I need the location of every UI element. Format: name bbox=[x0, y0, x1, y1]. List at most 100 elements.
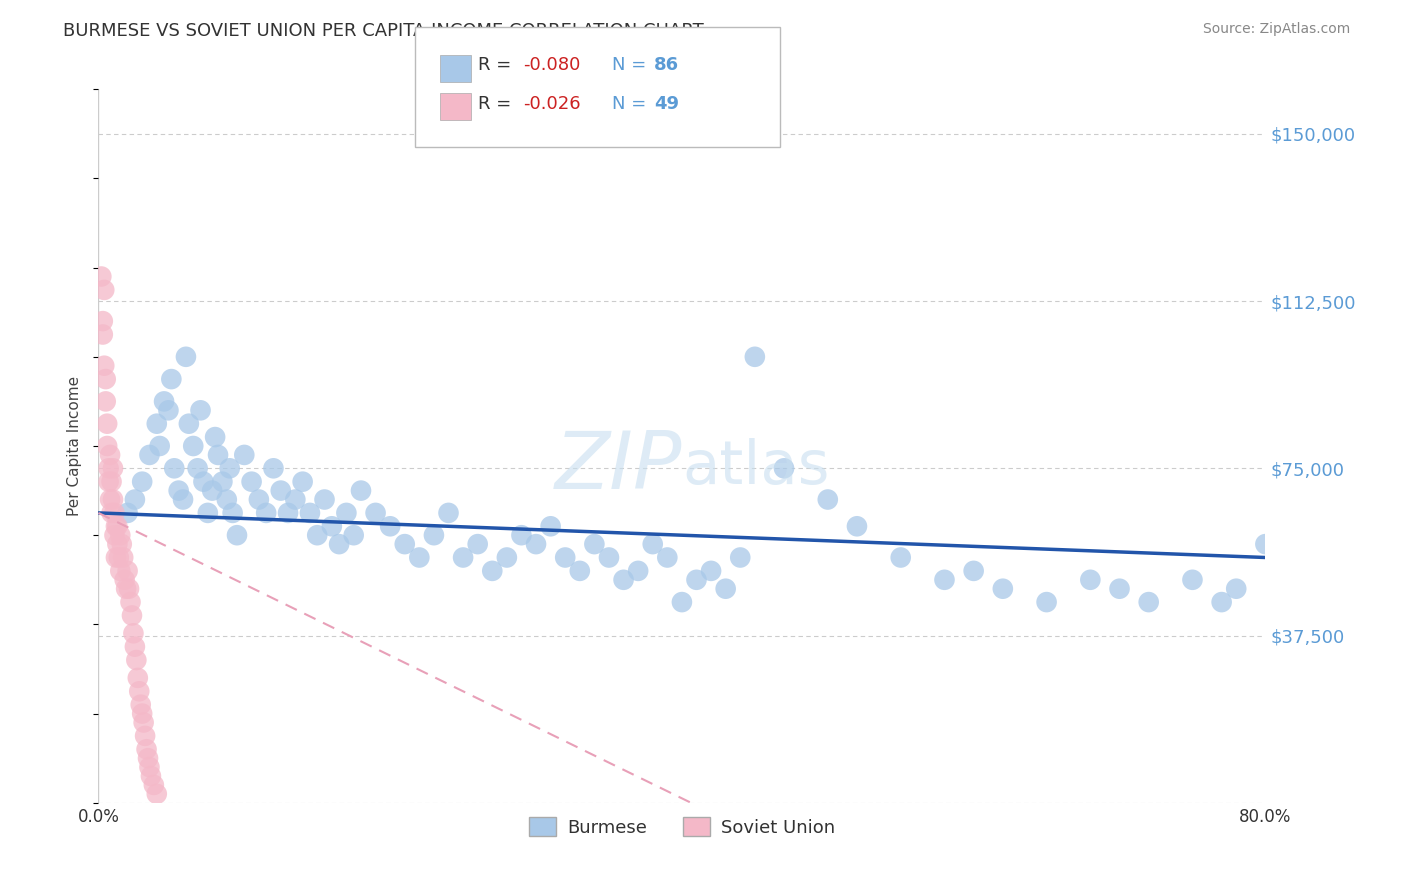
Point bbox=[149, 439, 172, 453]
Point bbox=[846, 519, 869, 533]
Point bbox=[122, 626, 145, 640]
Y-axis label: Per Capita Income: Per Capita Income bbox=[67, 376, 83, 516]
Point bbox=[335, 506, 357, 520]
Point bbox=[991, 582, 1014, 596]
Point bbox=[138, 448, 160, 462]
Point bbox=[291, 475, 314, 489]
Point bbox=[1108, 582, 1130, 596]
Text: R =: R = bbox=[478, 95, 517, 113]
Point bbox=[110, 564, 132, 578]
Point bbox=[94, 394, 117, 409]
Point bbox=[226, 528, 249, 542]
Point bbox=[221, 506, 243, 520]
Point bbox=[598, 550, 620, 565]
Point bbox=[101, 461, 124, 475]
Point bbox=[93, 283, 115, 297]
Point bbox=[104, 550, 127, 565]
Point bbox=[657, 550, 679, 565]
Text: 49: 49 bbox=[654, 95, 679, 113]
Point bbox=[364, 506, 387, 520]
Point bbox=[127, 671, 149, 685]
Point bbox=[262, 461, 284, 475]
Point bbox=[96, 417, 118, 431]
Point bbox=[1211, 595, 1233, 609]
Point bbox=[97, 461, 120, 475]
Point bbox=[115, 582, 138, 596]
Text: 86: 86 bbox=[654, 56, 679, 74]
Point bbox=[218, 461, 240, 475]
Point bbox=[321, 519, 343, 533]
Point bbox=[193, 475, 215, 489]
Point bbox=[1225, 582, 1247, 596]
Point bbox=[240, 475, 263, 489]
Point bbox=[1137, 595, 1160, 609]
Point bbox=[105, 537, 128, 551]
Point bbox=[160, 372, 183, 386]
Point bbox=[97, 475, 120, 489]
Point bbox=[524, 537, 547, 551]
Point bbox=[328, 537, 350, 551]
Point bbox=[98, 448, 121, 462]
Point bbox=[163, 461, 186, 475]
Text: BURMESE VS SOVIET UNION PER CAPITA INCOME CORRELATION CHART: BURMESE VS SOVIET UNION PER CAPITA INCOM… bbox=[63, 22, 704, 40]
Point bbox=[233, 448, 256, 462]
Point bbox=[128, 684, 150, 698]
Point bbox=[641, 537, 664, 551]
Point bbox=[773, 461, 796, 475]
Point bbox=[467, 537, 489, 551]
Point bbox=[1254, 537, 1277, 551]
Point bbox=[714, 582, 737, 596]
Point bbox=[131, 475, 153, 489]
Point bbox=[343, 528, 366, 542]
Point bbox=[568, 564, 591, 578]
Point bbox=[890, 550, 912, 565]
Point bbox=[146, 787, 169, 801]
Point bbox=[307, 528, 329, 542]
Point bbox=[105, 519, 128, 533]
Point bbox=[211, 475, 233, 489]
Point bbox=[100, 475, 122, 489]
Text: atlas: atlas bbox=[682, 438, 830, 497]
Point bbox=[91, 327, 114, 342]
Point bbox=[451, 550, 474, 565]
Point bbox=[103, 506, 125, 520]
Point bbox=[190, 403, 212, 417]
Point bbox=[481, 564, 503, 578]
Point bbox=[98, 492, 121, 507]
Point bbox=[247, 492, 270, 507]
Point bbox=[134, 729, 156, 743]
Point bbox=[96, 439, 118, 453]
Point bbox=[934, 573, 956, 587]
Point bbox=[270, 483, 292, 498]
Point bbox=[124, 640, 146, 654]
Point bbox=[139, 769, 162, 783]
Text: N =: N = bbox=[612, 56, 651, 74]
Point bbox=[554, 550, 576, 565]
Point bbox=[437, 506, 460, 520]
Point bbox=[408, 550, 430, 565]
Point bbox=[114, 573, 136, 587]
Point bbox=[380, 519, 402, 533]
Point bbox=[121, 608, 143, 623]
Point bbox=[117, 564, 139, 578]
Point bbox=[744, 350, 766, 364]
Point bbox=[350, 483, 373, 498]
Point bbox=[103, 528, 125, 542]
Point bbox=[1035, 595, 1057, 609]
Point bbox=[496, 550, 519, 565]
Text: N =: N = bbox=[612, 95, 651, 113]
Point bbox=[1080, 573, 1102, 587]
Legend: Burmese, Soviet Union: Burmese, Soviet Union bbox=[522, 810, 842, 844]
Point bbox=[540, 519, 562, 533]
Point bbox=[118, 582, 141, 596]
Point bbox=[131, 706, 153, 721]
Point bbox=[177, 417, 200, 431]
Text: R =: R = bbox=[478, 56, 517, 74]
Point bbox=[730, 550, 752, 565]
Text: -0.026: -0.026 bbox=[523, 95, 581, 113]
Point bbox=[124, 492, 146, 507]
Point bbox=[174, 350, 197, 364]
Point bbox=[700, 564, 723, 578]
Point bbox=[254, 506, 277, 520]
Point bbox=[284, 492, 307, 507]
